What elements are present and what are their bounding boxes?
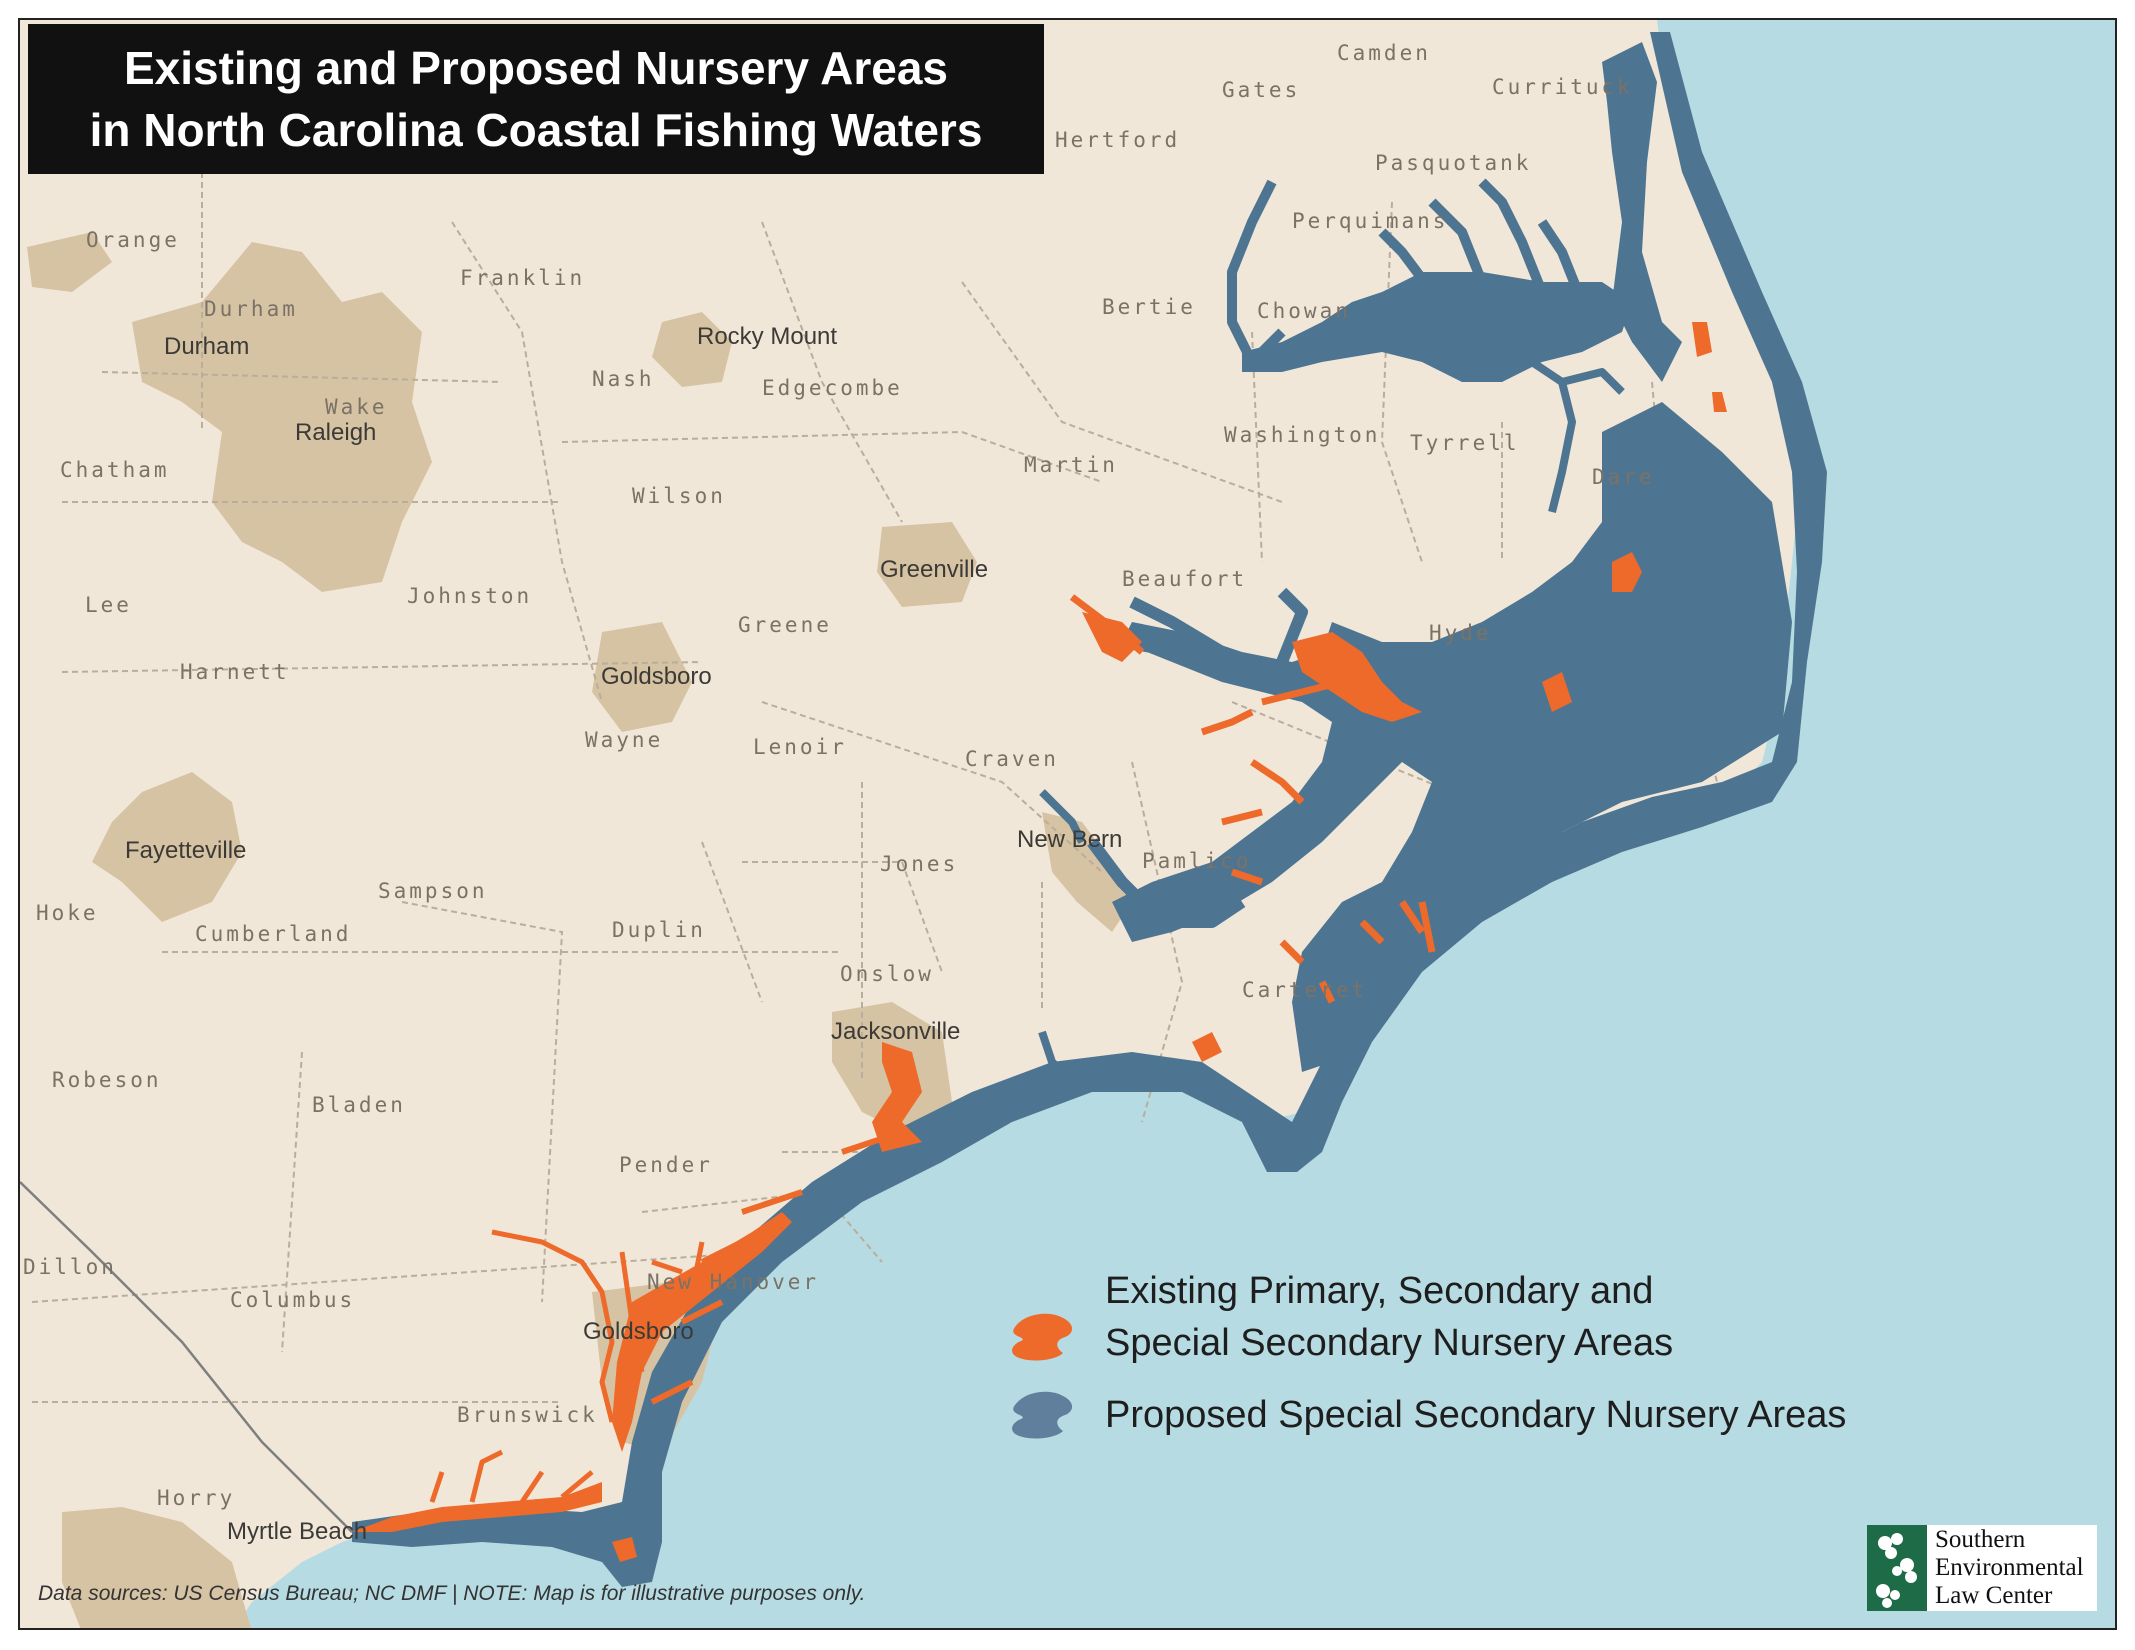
- county-label: Beaufort: [1122, 567, 1247, 591]
- county-label: Durham: [204, 297, 298, 321]
- county-label: Tyrrell: [1410, 431, 1520, 455]
- county-label: Lenoir: [753, 735, 847, 759]
- county-label: Carteret: [1242, 978, 1367, 1002]
- county-labels: Camden Gates Currituck Hertford Pasquota…: [23, 41, 1655, 1510]
- map-canvas[interactable]: Camden Gates Currituck Hertford Pasquota…: [20, 20, 2117, 1630]
- county-label: Washington: [1224, 423, 1380, 447]
- city-label-myrtle-beach: Myrtle Beach: [227, 1518, 367, 1545]
- land-mass: [20, 20, 1802, 1628]
- county-label: Edgecombe: [762, 376, 903, 400]
- logo-line-2: Environmental: [1935, 1554, 2084, 1581]
- map-frame: Camden Gates Currituck Hertford Pasquota…: [18, 18, 2117, 1630]
- data-sources-note: Data sources: US Census Bureau; NC DMF |…: [38, 1582, 866, 1605]
- county-label: Wilson: [632, 484, 726, 508]
- county-label: Robeson: [52, 1068, 162, 1092]
- city-label-rocky-mount: Rocky Mount: [697, 323, 837, 350]
- legend-proposed-text: Proposed Special Secondary Nursery Areas: [1105, 1394, 1847, 1436]
- legend-existing-line-2: Special Secondary Nursery Areas: [1105, 1322, 1674, 1364]
- county-label: Horry: [157, 1486, 235, 1510]
- selc-logo: Southern Environmental Law Center: [1867, 1525, 2097, 1611]
- county-label: Bertie: [1102, 295, 1196, 319]
- city-label-goldsboro: Goldsboro: [601, 663, 712, 690]
- county-label: Dare: [1592, 465, 1655, 489]
- city-label-jacksonville: Jacksonville: [831, 1018, 960, 1045]
- county-label: Harnett: [180, 660, 290, 684]
- county-label: Hertford: [1055, 128, 1180, 152]
- county-label: Chowan: [1257, 299, 1351, 323]
- county-label: Hyde: [1429, 621, 1492, 645]
- county-label: Lee: [85, 593, 132, 617]
- county-label: Sampson: [378, 879, 488, 903]
- city-label-raleigh: Raleigh: [295, 419, 376, 446]
- legend-item-existing: Existing Primary, Secondary and Special …: [1005, 1265, 1673, 1369]
- county-label: Hoke: [36, 901, 99, 925]
- county-label: Pamlico: [1142, 849, 1252, 873]
- map-title-line-2: in North Carolina Coastal Fishing Waters: [89, 104, 983, 156]
- county-label: Craven: [965, 747, 1059, 771]
- existing-swatch-icon: [1012, 1313, 1073, 1361]
- county-label: Orange: [86, 228, 180, 252]
- city-label-durham: Durham: [164, 333, 249, 360]
- county-label: Pasquotank: [1375, 151, 1531, 175]
- county-label: Wayne: [585, 728, 663, 752]
- county-label: New Hanover: [647, 1270, 819, 1294]
- city-label-greenville: Greenville: [880, 556, 988, 583]
- county-label: Cumberland: [195, 922, 351, 946]
- county-label: Nash: [592, 367, 655, 391]
- county-label: Gates: [1222, 78, 1300, 102]
- city-label-goldsboro-2: Goldsboro: [583, 1318, 694, 1345]
- city-label-new-bern: New Bern: [1017, 826, 1122, 853]
- city-labels: Durham Raleigh Rocky Mount Greenville Go…: [125, 323, 1122, 1545]
- legend-item-proposed: Proposed Special Secondary Nursery Areas: [1005, 1389, 1846, 1441]
- county-label: Perquimans: [1292, 209, 1448, 233]
- city-label-fayetteville: Fayetteville: [125, 837, 246, 864]
- county-label: Chatham: [60, 458, 170, 482]
- map-title-box: Existing and Proposed Nursery Areas in N…: [28, 24, 1044, 174]
- county-label: Brunswick: [457, 1403, 598, 1427]
- map-title-line-1: Existing and Proposed Nursery Areas: [123, 42, 948, 94]
- county-label: Onslow: [840, 962, 934, 986]
- county-label: Duplin: [612, 918, 706, 942]
- logo-text: Southern Environmental Law Center: [1935, 1526, 2084, 1610]
- state-border: [20, 1181, 353, 1533]
- legend-existing-text: Existing Primary, Secondary and Special …: [1105, 1265, 1673, 1369]
- proposed-swatch-icon: [1012, 1391, 1073, 1439]
- county-label: Johnston: [407, 584, 532, 608]
- county-label: Currituck: [1492, 75, 1633, 99]
- dogwood-logo-icon: [1867, 1525, 1927, 1611]
- county-label: Martin: [1024, 453, 1118, 477]
- county-label: Bladen: [312, 1093, 406, 1117]
- legend-existing-line-1: Existing Primary, Secondary and: [1105, 1270, 1654, 1312]
- county-label: Dillon: [23, 1255, 117, 1279]
- county-label: Franklin: [460, 266, 585, 290]
- county-label: Columbus: [230, 1288, 355, 1312]
- county-label: Pender: [619, 1153, 713, 1177]
- logo-line-3: Law Center: [1935, 1582, 2053, 1609]
- logo-line-1: Southern: [1935, 1526, 2026, 1553]
- county-label: Camden: [1337, 41, 1431, 65]
- county-label: Greene: [738, 613, 832, 637]
- existing-nursery-areas: [352, 322, 1727, 1562]
- county-label: Jones: [880, 852, 958, 876]
- county-label: Wake: [325, 395, 388, 419]
